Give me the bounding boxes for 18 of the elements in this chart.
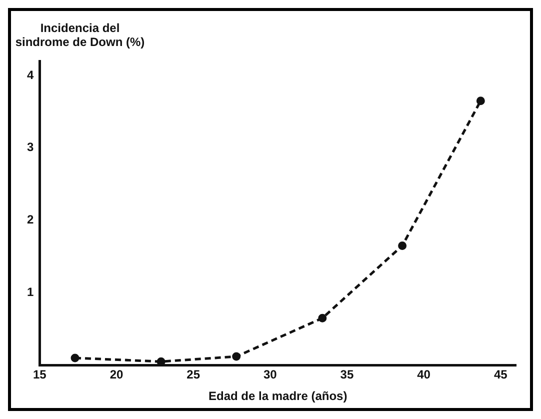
x-tick-label: 25 — [186, 368, 200, 382]
point — [232, 352, 241, 361]
y-tick-label: 1 — [26, 285, 34, 300]
x-tick-label: 40 — [417, 368, 431, 382]
y-tick-label: 2 — [26, 212, 34, 227]
y-tick-label: 3 — [26, 140, 34, 154]
x-tick-label: 15 — [32, 368, 47, 382]
point — [476, 96, 485, 106]
x-tick-label: 35 — [340, 368, 354, 382]
point — [70, 354, 80, 362]
x-tick-label: 45 — [494, 368, 508, 382]
x-tick-label: 30 — [263, 368, 278, 382]
y-tick-label: 4 — [26, 68, 34, 82]
y-axis-title: Incidencia del sindrome de Down (%) — [15, 21, 145, 49]
x-tick-label: 20 — [110, 368, 124, 382]
x-axis-title: Edad de la madre (años) — [208, 389, 348, 404]
point — [398, 241, 407, 250]
point — [318, 314, 327, 322]
